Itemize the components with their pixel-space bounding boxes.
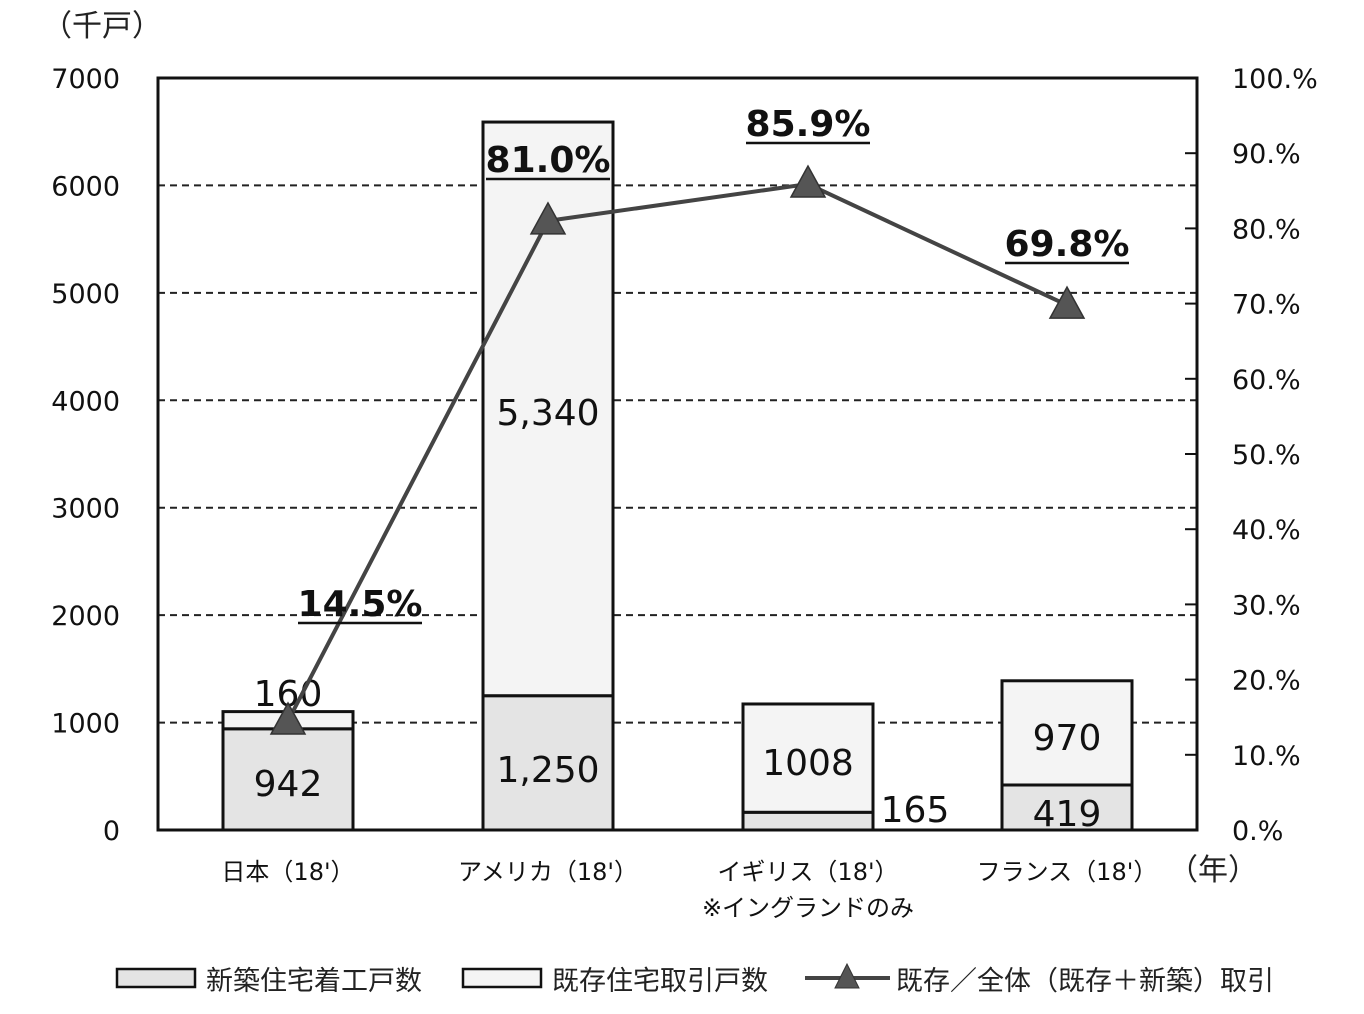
x-category-label: フランス（18'） — [977, 858, 1158, 886]
y-tick-label: 2000 — [51, 601, 120, 632]
ratio-line — [286, 181, 1068, 722]
ratio-marker — [529, 201, 567, 235]
y-unit-label: （千戸） — [42, 9, 162, 44]
legend-marker-ratio — [834, 962, 860, 989]
y-tick-label: 4000 — [51, 386, 120, 417]
ratio-value-label: 81.0% — [486, 140, 611, 181]
y-tick-label: 0 — [103, 816, 120, 847]
y-tick-label: 1000 — [51, 709, 120, 740]
x-unit-label: （年） — [1168, 853, 1258, 888]
legend-label: 新築住宅着工戸数 — [206, 966, 422, 997]
legend-label: 既存／全体（既存＋新築）取引 — [896, 966, 1274, 997]
x-category-label: 日本（18'） — [221, 858, 354, 886]
x-category-label: イギリス（18'） — [717, 858, 898, 886]
y-tick-label: 3000 — [51, 494, 120, 525]
ratio-value-label: 85.9% — [746, 104, 871, 145]
y2-tick-label: 10.% — [1232, 741, 1301, 772]
bar-segment-existing-transactions — [741, 702, 875, 814]
y2-tick-label: 100.% — [1232, 64, 1318, 95]
y-tick-label: 7000 — [51, 64, 120, 95]
y2-tick-label: 20.% — [1232, 666, 1301, 697]
y2-tick-label: 60.% — [1232, 365, 1301, 396]
ratio-marker — [269, 701, 307, 735]
y2-tick-label: 70.% — [1232, 290, 1301, 321]
category-note: ※イングランドのみ — [702, 894, 914, 922]
bar-value-label: 1008 — [762, 743, 854, 784]
y2-tick-label: 0.% — [1232, 816, 1283, 847]
legend-swatch-new-construction — [115, 967, 197, 989]
ratio-value-label: 14.5% — [298, 584, 423, 625]
plot-frame — [156, 76, 1199, 832]
y-tick-label: 6000 — [51, 171, 120, 202]
bar-segment-existing-transactions — [1000, 679, 1134, 787]
ratio-marker — [789, 164, 827, 198]
ratio-value-label: 69.8% — [1005, 224, 1130, 265]
bar-value-label: 5,340 — [496, 393, 599, 434]
y2-tick-label: 90.% — [1232, 139, 1301, 170]
y2-tick-label: 40.% — [1232, 515, 1301, 546]
ratio-marker — [1048, 285, 1086, 319]
x-category-label: アメリカ（18'） — [458, 858, 638, 886]
y2-tick-label: 80.% — [1232, 214, 1301, 245]
bar-value-label: 419 — [1033, 794, 1102, 835]
y2-tick-label: 30.% — [1232, 590, 1301, 621]
legend-swatch-existing-transactions — [461, 967, 543, 989]
y-tick-label: 5000 — [51, 279, 120, 310]
bar-value-label: 165 — [881, 790, 950, 831]
legend-label: 既存住宅取引戸数 — [552, 966, 768, 997]
bar-value-label: 1,250 — [496, 750, 599, 791]
bar-value-label: 970 — [1033, 718, 1102, 759]
bar-segment-new-construction — [741, 810, 875, 832]
bar-value-label: 942 — [254, 764, 323, 805]
y2-tick-label: 50.% — [1232, 440, 1301, 471]
